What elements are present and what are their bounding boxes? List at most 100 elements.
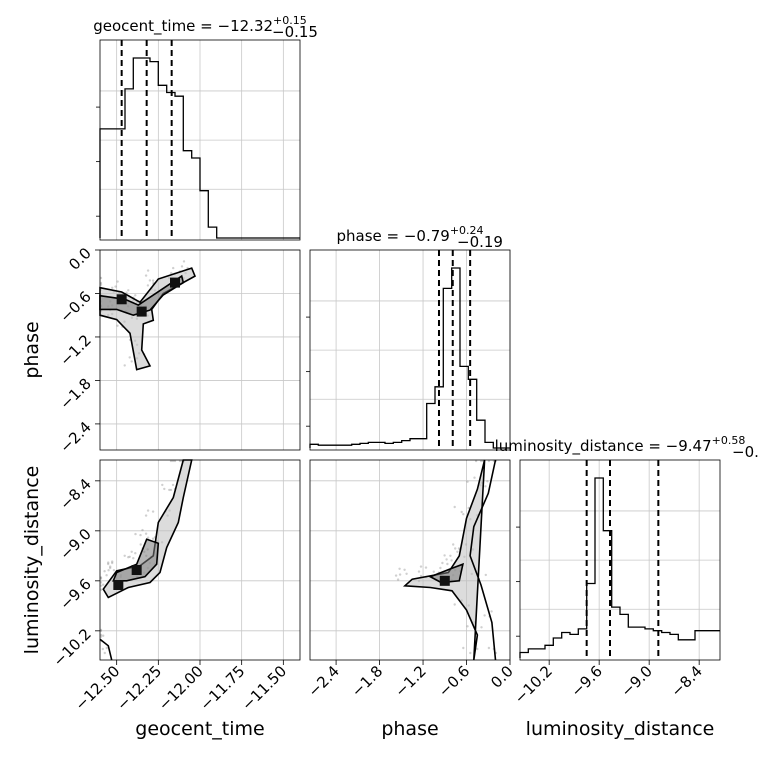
sample-point <box>457 547 461 550</box>
x-tick-label-geocent-time: −12.50 <box>72 662 124 714</box>
sample-point <box>452 543 455 546</box>
sample-point <box>419 565 423 568</box>
phase-title-minus: −0.19 <box>457 233 503 251</box>
sample-point <box>139 543 142 546</box>
x-tick-label-luminosity-distance: −8.4 <box>668 662 706 700</box>
sample-point <box>460 510 463 514</box>
sample-point <box>144 274 148 277</box>
sample-point <box>449 554 452 557</box>
sample-point <box>132 557 135 560</box>
sample-point <box>134 552 137 555</box>
y-tick-label-luminosity-distance: −10.2 <box>50 625 95 670</box>
y-tick-label-luminosity-distance: −9.6 <box>56 575 94 613</box>
sample-point <box>146 284 150 287</box>
sample-point <box>441 561 444 565</box>
x-tick-label-phase: −1.8 <box>348 662 386 700</box>
sample-point <box>134 294 137 297</box>
panel-frame-phase-geocent-time <box>99 249 301 451</box>
sample-point <box>168 488 171 492</box>
sample-point <box>146 536 150 539</box>
sample-point <box>476 647 479 651</box>
luminosity-distance-title-minus: −0.28 <box>732 443 760 461</box>
sample-point <box>182 260 186 263</box>
sample-point <box>112 569 116 572</box>
y-tick-label-luminosity-distance: −9.0 <box>56 525 94 563</box>
sample-point <box>102 634 105 637</box>
sample-point <box>171 483 175 487</box>
sample-point <box>445 558 448 561</box>
sample-point <box>114 285 117 288</box>
sample-point <box>109 565 112 568</box>
sample-point <box>466 625 469 628</box>
geocent-time-title: geocent_time = −12.32+0.15 <box>93 14 307 36</box>
sample-point <box>141 528 144 532</box>
sample-point <box>403 568 406 571</box>
sample-point <box>101 647 105 651</box>
histogram-luminosity-distance <box>519 477 720 658</box>
sample-point <box>127 289 130 292</box>
sample-point <box>107 561 110 564</box>
sample-point <box>484 485 487 488</box>
sample-point <box>151 510 155 513</box>
x-tick-label-luminosity-distance: −10.2 <box>511 662 556 707</box>
sample-point <box>443 554 446 557</box>
y-tick-label-phase: −1.2 <box>56 331 94 369</box>
sample-point <box>111 560 114 563</box>
y-tick-label-phase: 0.0 <box>65 244 95 274</box>
x-tick-label-luminosity-distance: −9.0 <box>618 662 656 700</box>
sample-point <box>128 555 131 558</box>
x-tick-label-geocent-time: −12.25 <box>113 662 165 714</box>
x-tick-label-phase: −0.6 <box>435 662 473 700</box>
density-peak-phase-vs-geocent-time <box>116 294 127 305</box>
sample-point <box>469 651 472 655</box>
sample-point <box>398 567 401 570</box>
sample-point <box>486 480 489 483</box>
x-tick-label-geocent-time: −11.75 <box>197 662 249 714</box>
histogram-geocent-time <box>99 57 300 239</box>
density-peak-luminosity-distance-vs-phase <box>439 575 450 586</box>
luminosity-distance-title: luminosity_distance = −9.47+0.58 <box>495 434 746 456</box>
sample-point <box>483 614 486 617</box>
x-axis-label-geocent-time: geocent_time <box>135 718 264 740</box>
y-axis-label-phase: phase <box>21 321 43 378</box>
sample-point <box>151 279 155 282</box>
panel-frame-luminosity-distance-phase <box>309 459 511 661</box>
sample-point <box>419 574 423 578</box>
sample-point <box>446 562 449 566</box>
sample-point <box>111 286 114 289</box>
sample-point <box>111 561 114 565</box>
x-tick-label-geocent-time: −11.50 <box>238 662 290 714</box>
sample-point <box>103 651 107 655</box>
sample-point <box>453 505 456 509</box>
sample-point <box>128 356 131 359</box>
sample-point <box>487 646 491 650</box>
sample-point <box>405 572 408 575</box>
phase-title: phase = −0.79+0.24 <box>336 224 483 245</box>
contour-luminosity-distance-vs-phase-right <box>469 459 497 661</box>
sample-point <box>169 488 173 492</box>
sample-point <box>172 266 175 270</box>
sample-point <box>417 570 421 573</box>
sample-point <box>102 583 105 586</box>
contour-phase-vs-geocent-time-inner <box>99 274 185 317</box>
panel-frame-phase-phase <box>309 249 511 451</box>
sample-point <box>480 626 483 629</box>
sample-point <box>130 550 133 553</box>
x-axis-label-luminosity-distance: luminosity_distance <box>526 718 715 740</box>
sample-point <box>473 476 476 479</box>
sample-point <box>125 291 128 294</box>
panel-frame-geocent-time-geocent-time <box>99 39 301 241</box>
sample-point <box>490 610 493 613</box>
density-peak-phase-vs-geocent-time <box>170 277 180 288</box>
sample-point <box>123 554 126 557</box>
contour-luminosity-distance-vs-phase-outer <box>402 459 486 661</box>
density-peak-luminosity-distance-vs-geocent-time <box>113 580 124 590</box>
y-tick-label-luminosity-distance: −8.4 <box>56 475 94 513</box>
geocent-time-title-minus: −0.15 <box>272 23 318 41</box>
sample-point <box>123 364 126 367</box>
sample-point <box>462 513 465 516</box>
sample-point <box>139 533 142 537</box>
sample-point <box>109 566 112 570</box>
sample-point <box>456 550 459 553</box>
sample-point <box>394 574 398 577</box>
